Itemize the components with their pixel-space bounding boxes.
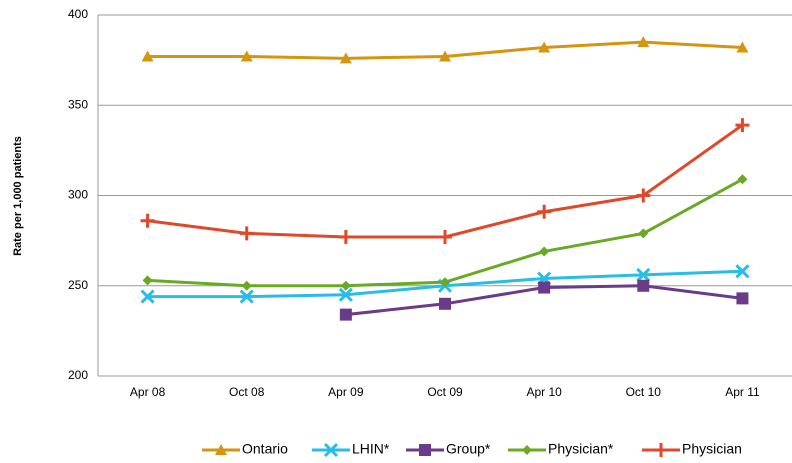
y-tick-label: 200 <box>68 368 88 382</box>
data-point <box>339 308 352 321</box>
legend-marker <box>654 443 668 457</box>
y-tick-label: 400 <box>68 7 88 21</box>
data-point <box>140 289 155 304</box>
data-point <box>140 213 155 228</box>
data-point <box>141 50 154 62</box>
data-point <box>735 118 750 133</box>
x-tick-label: Apr 11 <box>725 385 760 399</box>
data-point <box>142 275 153 286</box>
data-point <box>339 52 352 64</box>
data-point <box>440 277 450 288</box>
data-point <box>439 297 451 310</box>
data-point <box>240 50 253 62</box>
data-point <box>637 36 650 48</box>
legend-marker <box>215 444 227 455</box>
x-tick-label: Oct 08 <box>229 385 265 399</box>
x-tick-label: Apr 10 <box>526 385 562 399</box>
legend-label: Group* <box>446 441 491 457</box>
data-point <box>338 287 353 302</box>
data-point <box>439 50 451 62</box>
data-point <box>338 230 353 245</box>
data-point <box>636 267 651 282</box>
legend-label: LHIN* <box>352 441 390 457</box>
data-point <box>438 230 452 245</box>
legend-marker <box>323 442 339 458</box>
legend-marker <box>419 444 431 456</box>
legend-label: Physician <box>682 441 742 457</box>
data-point <box>637 279 650 292</box>
data-point <box>340 280 351 291</box>
y-axis-label: Rate per 1,000 patients <box>12 136 24 256</box>
y-tick-label: 250 <box>68 278 88 292</box>
series-line <box>147 123 744 239</box>
y-tick-label: 350 <box>68 97 88 111</box>
x-tick-label: Oct 10 <box>626 385 662 399</box>
data-point <box>636 188 651 203</box>
data-point <box>538 281 551 294</box>
legend-label: Ontario <box>242 441 288 457</box>
data-point <box>737 174 748 185</box>
x-tick-label: Oct 09 <box>427 385 463 399</box>
data-point <box>239 226 254 241</box>
data-point <box>539 246 550 257</box>
y-tick-label: 300 <box>68 188 88 202</box>
data-point <box>239 289 254 304</box>
data-point <box>241 280 252 291</box>
data-point <box>638 228 649 239</box>
data-point <box>736 41 749 53</box>
legend-label: Physician* <box>548 441 614 457</box>
x-tick-label: Apr 08 <box>130 385 166 399</box>
x-tick-label: Apr 09 <box>328 385 364 399</box>
data-point <box>537 204 552 219</box>
data-point <box>735 264 750 279</box>
data-point <box>538 41 551 53</box>
data-point <box>736 292 749 305</box>
legend-marker <box>522 445 532 455</box>
